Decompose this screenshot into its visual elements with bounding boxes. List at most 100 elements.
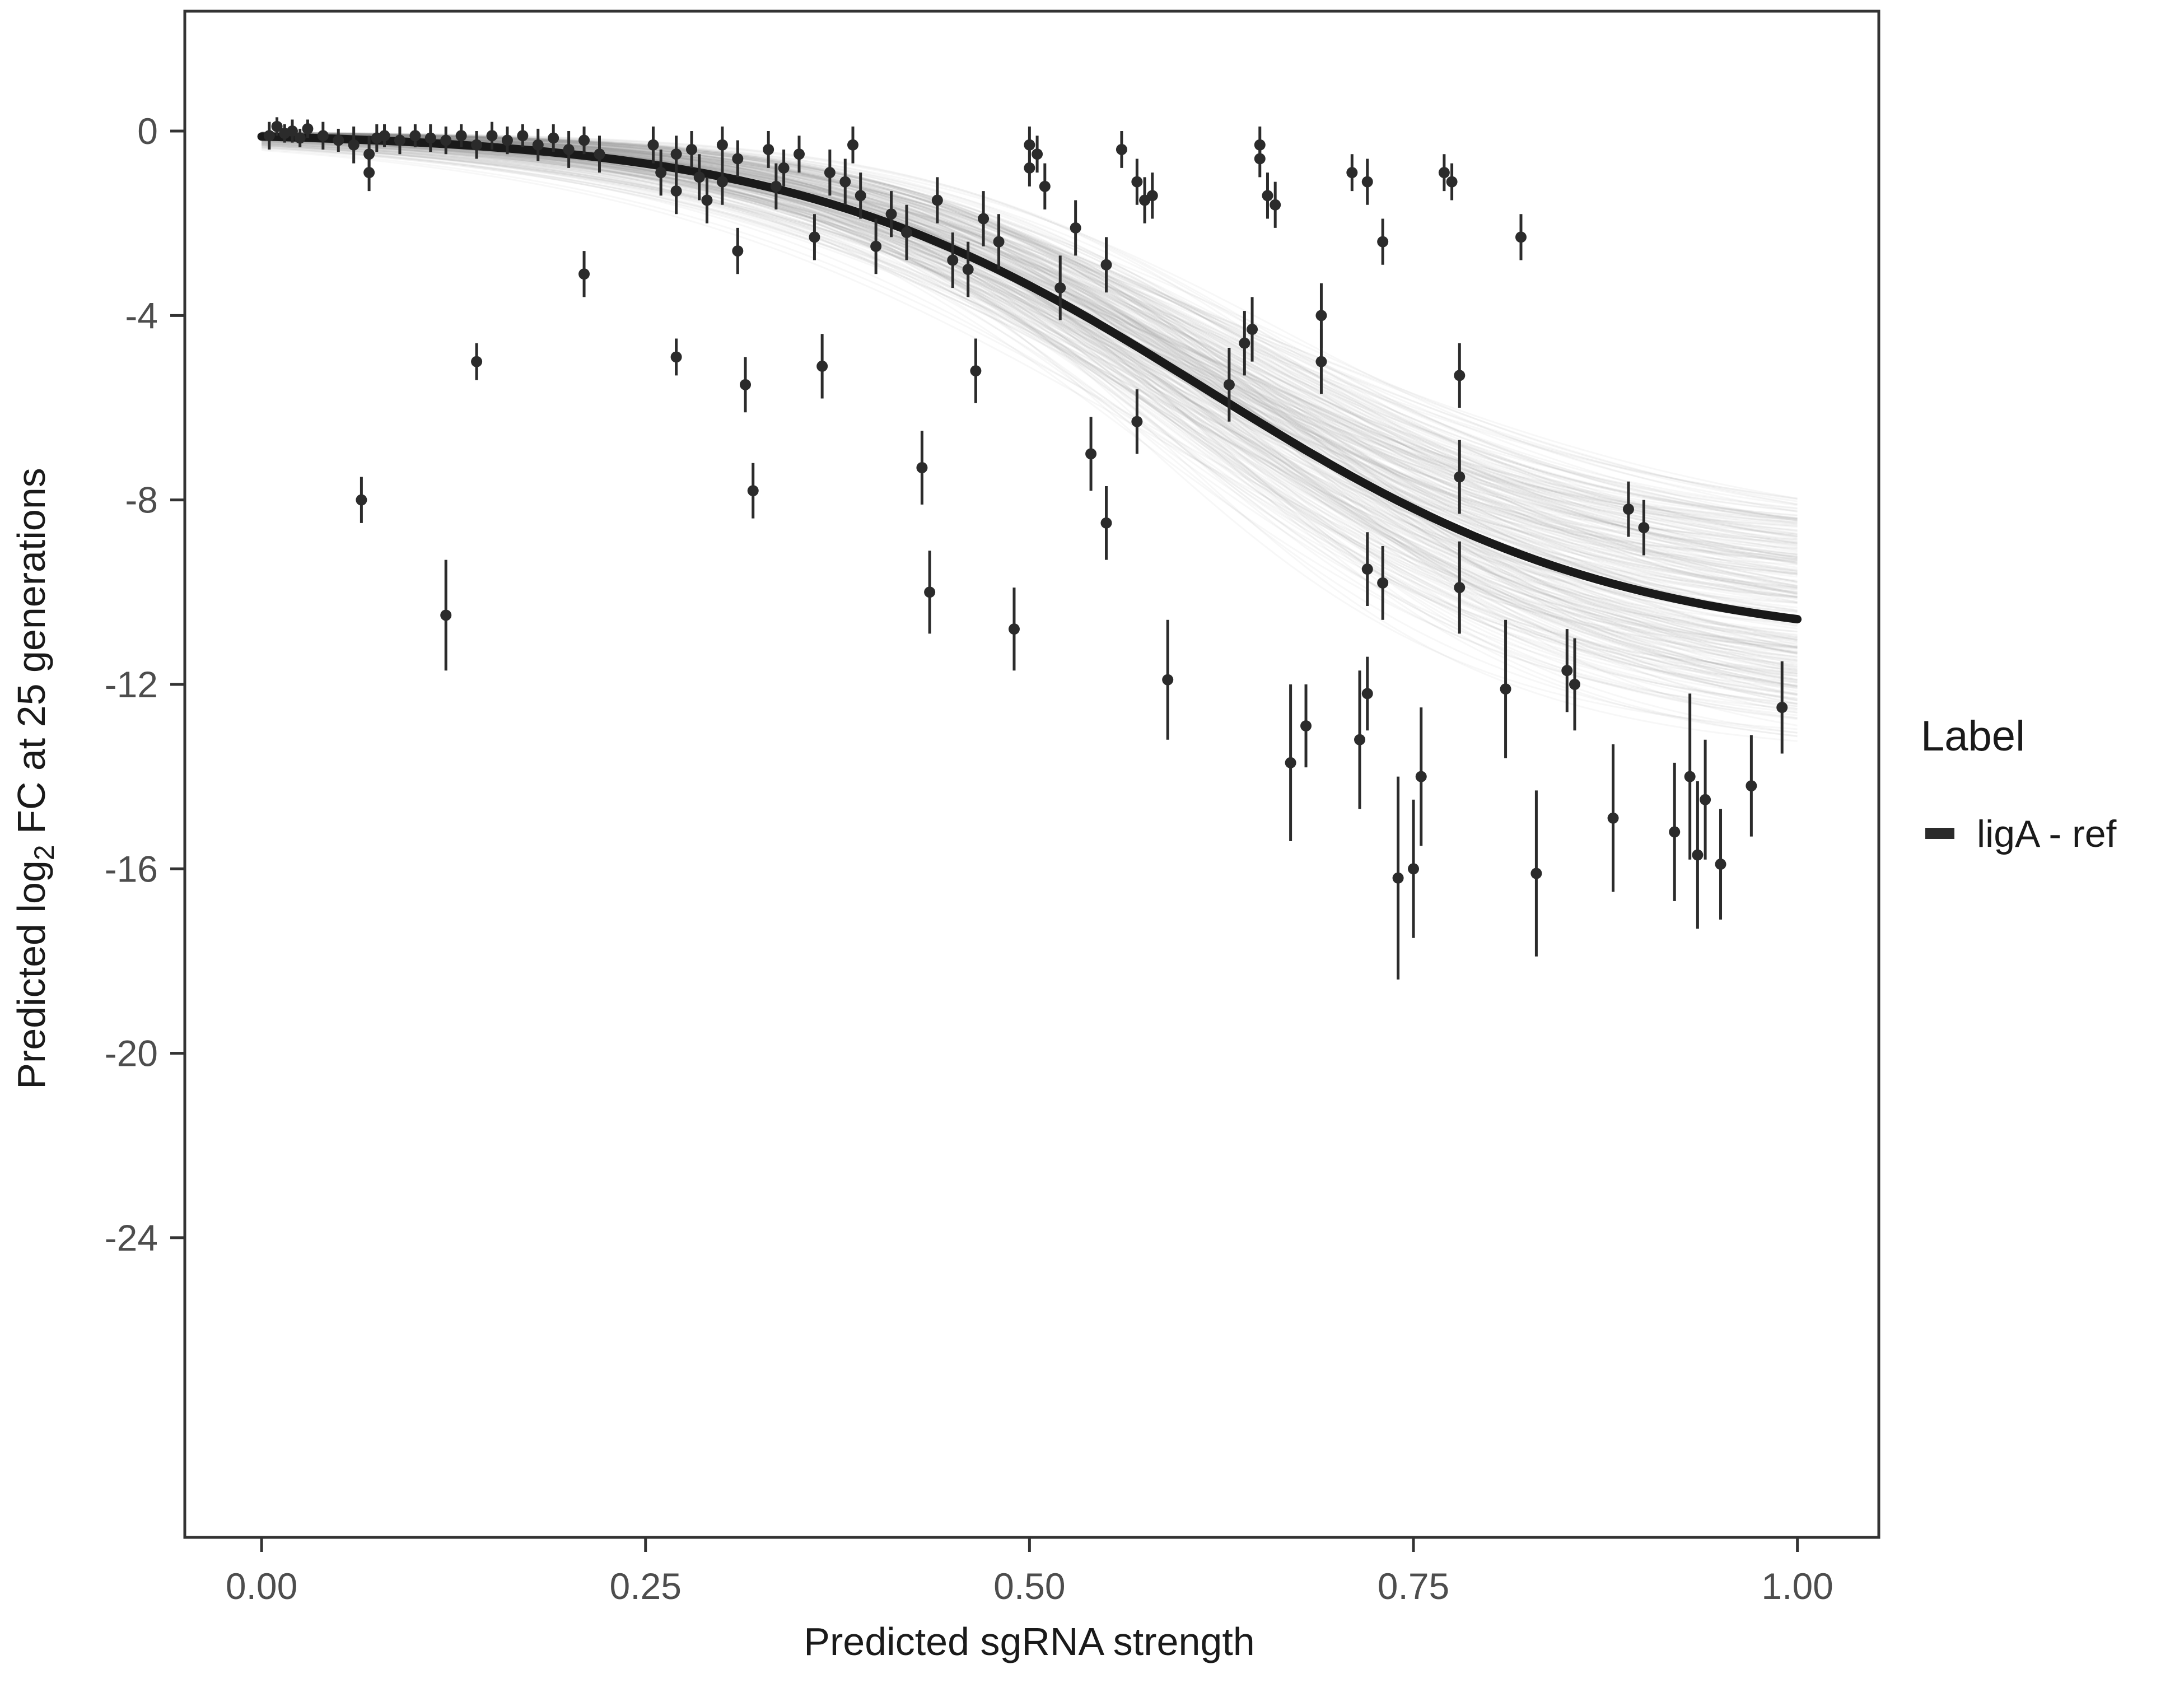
ensemble-line <box>262 140 1798 589</box>
data-point <box>732 245 744 257</box>
ensemble-line <box>262 133 1798 519</box>
points-layer <box>263 117 1788 980</box>
y-tick-label: 0 <box>137 110 158 152</box>
data-point <box>1454 370 1466 381</box>
ensemble-line <box>262 132 1798 684</box>
ensemble-line <box>262 140 1798 500</box>
ensemble-line <box>262 133 1798 683</box>
data-point <box>1146 190 1158 202</box>
ensemble-line <box>262 133 1798 617</box>
data-point <box>847 139 858 151</box>
ensemble-line <box>262 138 1798 560</box>
ensemble-line <box>262 132 1798 599</box>
ensemble-line <box>262 139 1798 500</box>
data-point <box>701 194 713 206</box>
y-tick-label: -16 <box>105 848 158 889</box>
data-point <box>286 125 298 137</box>
ensemble-line <box>262 132 1798 653</box>
ensemble-line <box>262 133 1798 687</box>
ensemble-line <box>262 134 1798 502</box>
data-point <box>716 139 728 151</box>
data-point <box>978 213 990 225</box>
ensemble-line <box>262 132 1798 652</box>
ensemble-line <box>262 138 1798 536</box>
ensemble-line <box>262 134 1798 618</box>
data-point <box>486 130 498 142</box>
ensemble-line <box>262 133 1798 512</box>
data-point <box>271 120 283 132</box>
ensemble-line <box>262 133 1798 549</box>
data-point <box>424 132 436 144</box>
ensemble-line <box>262 133 1798 675</box>
ensemble-line <box>262 132 1798 737</box>
data-point <box>778 162 790 174</box>
ensemble-line <box>262 132 1798 565</box>
data-point <box>1285 757 1296 768</box>
ensemble-line <box>262 138 1798 663</box>
data-point <box>1692 849 1704 861</box>
data-point <box>471 356 483 367</box>
data-point <box>670 185 682 197</box>
data-point <box>1454 582 1466 594</box>
data-point <box>1315 310 1327 321</box>
ensemble-line <box>262 133 1798 562</box>
ensemble-line <box>262 139 1798 589</box>
ensemble-line <box>262 132 1798 572</box>
ensemble-line <box>262 132 1798 540</box>
data-point <box>870 240 882 252</box>
ensemble-line <box>262 137 1798 661</box>
ensemble-line <box>262 137 1798 639</box>
ensemble-line <box>262 142 1798 670</box>
ensemble-line <box>262 144 1798 558</box>
data-point <box>1684 771 1696 782</box>
ensemble-line <box>262 132 1798 633</box>
ensemble-line <box>262 132 1798 557</box>
ensemble-line <box>262 133 1798 543</box>
data-point <box>1262 190 1273 202</box>
data-point <box>1700 794 1711 805</box>
ensemble-line <box>261 148 1798 661</box>
ensemble-line <box>262 144 1798 588</box>
data-point <box>763 143 774 155</box>
ensemble-line <box>262 139 1798 696</box>
ensemble-line <box>262 132 1798 668</box>
ensemble-line <box>262 132 1798 575</box>
ensemble-line <box>262 132 1798 506</box>
ensemble-line <box>262 133 1798 621</box>
data-point <box>686 143 698 155</box>
data-point <box>716 176 728 188</box>
data-point <box>455 130 467 142</box>
data-point <box>1270 199 1281 211</box>
data-point <box>1054 282 1066 293</box>
ensemble-line <box>262 138 1798 705</box>
data-point <box>916 462 928 474</box>
ensemble-line <box>262 133 1798 521</box>
data-point <box>962 264 974 276</box>
data-point <box>578 134 590 146</box>
ensemble-line <box>262 141 1798 565</box>
x-tick-label: 1.00 <box>1761 1565 1833 1607</box>
ensemble-line <box>262 139 1798 587</box>
data-point <box>740 379 752 390</box>
legend: Label ligA - ref <box>1921 712 2117 855</box>
ensemble-line <box>262 132 1798 581</box>
data-point <box>1131 416 1143 427</box>
ensemble-line <box>262 139 1798 596</box>
ensemble-line <box>262 137 1798 707</box>
data-point <box>1315 356 1327 367</box>
ensemble-line <box>262 139 1798 583</box>
ensemble-line <box>262 145 1798 701</box>
ensemble-line <box>262 133 1798 692</box>
ensemble-line <box>262 140 1798 578</box>
ensemble-line <box>262 132 1798 575</box>
x-tick-label: 0.25 <box>610 1565 682 1607</box>
fit-curve-layer <box>257 132 1802 624</box>
ensemble-line <box>262 144 1798 618</box>
data-point <box>1377 577 1389 589</box>
ensemble-line <box>262 132 1798 520</box>
ensemble-line <box>262 147 1798 591</box>
ensemble-line <box>262 144 1798 525</box>
data-point <box>1638 522 1650 534</box>
data-point <box>770 180 782 192</box>
